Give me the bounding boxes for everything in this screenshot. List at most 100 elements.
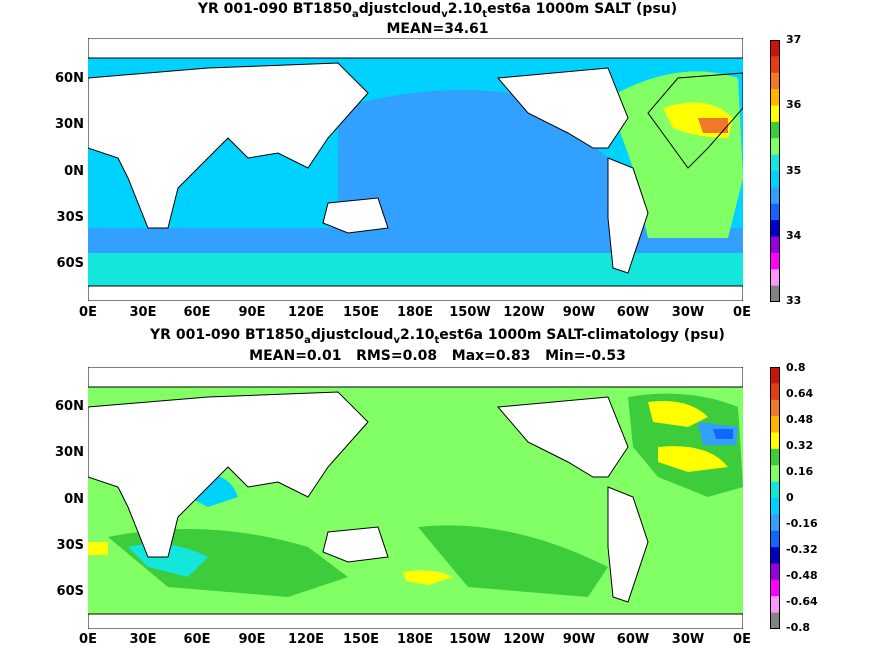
map2-cb-label: 0: [786, 491, 794, 504]
colorbar-border: [770, 40, 780, 302]
colorbar-swatch: [770, 481, 780, 499]
colorbar-swatch: [770, 530, 780, 548]
map2-lon-label: 90E: [238, 632, 266, 647]
map1-southern-band: [88, 228, 743, 253]
map1-cb-label: 37: [786, 33, 802, 46]
colorbar-swatch: [770, 121, 780, 139]
map1-lon-label: 150W: [449, 305, 491, 320]
map2-agulhas-pos: [88, 542, 108, 555]
map2-stats: MEAN=0.01 RMS=0.08 Max=0.83 Min=-0.53: [249, 348, 626, 364]
colorbar-border: [770, 367, 780, 629]
colorbar-swatch: [770, 367, 780, 384]
map2-cb-label: 0.64: [786, 387, 814, 400]
map2-lon-label: 120W: [503, 632, 545, 647]
map1-colorbar: [770, 40, 780, 302]
map1-lon-label: 60W: [616, 305, 650, 320]
map2-lon-label: 30E: [129, 632, 157, 647]
map2-lon-label: 90W: [562, 632, 596, 647]
colorbar-swatch: [770, 563, 780, 581]
colorbar-swatch: [770, 383, 780, 401]
colorbar-swatch: [770, 171, 780, 188]
colorbar-swatch: [770, 105, 780, 123]
map2-land: [88, 367, 743, 629]
map1-stats: MEAN=34.61: [386, 21, 489, 37]
map1-cb-label: 36: [786, 98, 802, 111]
map1-land: [88, 38, 743, 301]
colorbar-swatch: [770, 432, 780, 450]
map1-lat-60s: 60S: [56, 256, 84, 271]
map2-lat-0n: 0N: [64, 492, 84, 507]
colorbar-swatch: [770, 269, 780, 287]
colorbar-swatch: [770, 465, 780, 483]
map2-cb-label: 0.8: [786, 361, 806, 374]
map2-lat-60n: 60N: [55, 399, 84, 414]
map1-title: YR 001-090 BT1850adjustcloudv2.10test6a …: [197, 1, 678, 20]
map2-lon-label: 180E: [396, 632, 434, 647]
map2-cb-label: 0.48: [786, 413, 814, 426]
map2-lon-label: 0E: [733, 632, 751, 647]
colorbar-swatch: [770, 285, 780, 302]
map2-cb-label: 0.16: [786, 465, 814, 478]
colorbar-swatch: [770, 448, 780, 466]
map1-lon-label: 0E: [79, 305, 97, 320]
map2-gulf-pos: [658, 446, 728, 472]
map2-title: YR 001-090 BT1850adjustcloudv2.10test6a …: [150, 327, 725, 346]
map1-lat-60n: 60N: [55, 71, 84, 86]
colorbar-swatch: [770, 220, 780, 237]
colorbar-swatch: [770, 72, 780, 90]
map1-lat-30n: 30N: [55, 117, 84, 132]
colorbar-swatch: [770, 89, 780, 106]
map2-lon-label: 150E: [342, 632, 380, 647]
map2-lon-label: 60W: [616, 632, 650, 647]
colorbar-swatch: [770, 612, 780, 629]
map1-mediterranean-outflow: [698, 118, 728, 133]
map2-southern-pacific: [418, 525, 608, 597]
map1-lon-label: 0E: [733, 305, 751, 320]
map1-lon-label: 180E: [396, 305, 434, 320]
map1-plot: [88, 38, 743, 301]
map2-south-pacific-pos: [403, 570, 453, 585]
colorbar-swatch: [770, 596, 780, 614]
map1-lat-0n: 0N: [64, 164, 84, 179]
colorbar-swatch: [770, 236, 780, 254]
map2-cb-label: 0.32: [786, 439, 814, 452]
map1-lon-label: 90W: [562, 305, 596, 320]
map1-lon-label: 120W: [503, 305, 545, 320]
colorbar-swatch: [770, 138, 780, 156]
map1-lon-label: 60E: [183, 305, 211, 320]
map1-lat-30s: 30S: [56, 210, 84, 225]
map1-lon-label: 30W: [671, 305, 705, 320]
colorbar-swatch: [770, 252, 780, 270]
colorbar-swatch: [770, 416, 780, 433]
map2-lon-label: 30W: [671, 632, 705, 647]
colorbar-swatch: [770, 547, 780, 564]
map2-lon-label: 120E: [287, 632, 325, 647]
colorbar-swatch: [770, 154, 780, 172]
map2-labrador-pos: [648, 401, 708, 427]
colorbar-swatch: [770, 56, 780, 74]
map2-cb-label: -0.16: [786, 517, 818, 530]
colorbar-swatch: [770, 399, 780, 417]
map2-lon-label: 0E: [79, 632, 97, 647]
colorbar-swatch: [770, 498, 780, 515]
map2-cb-label: -0.32: [786, 543, 818, 556]
map1-cb-label: 35: [786, 164, 802, 177]
map2-cb-label: -0.64: [786, 595, 818, 608]
map2-lon-label: 60E: [183, 632, 211, 647]
colorbar-swatch: [770, 514, 780, 532]
map1-lon-label: 150E: [342, 305, 380, 320]
map1-lon-label: 90E: [238, 305, 266, 320]
map2-lat-60s: 60S: [56, 584, 84, 599]
map2-colorbar: [770, 367, 780, 629]
map2-cb-label: -0.48: [786, 569, 818, 582]
map2-atlantic-neg-core: [713, 429, 733, 439]
map1-cb-label: 33: [786, 294, 802, 307]
colorbar-swatch: [770, 40, 780, 57]
map2-lat-30s: 30S: [56, 538, 84, 553]
colorbar-swatch: [770, 579, 780, 597]
map2-lon-label: 150W: [449, 632, 491, 647]
map2-cb-label: -0.8: [786, 621, 811, 634]
map1-lon-label: 30E: [129, 305, 157, 320]
map1-lon-label: 120E: [287, 305, 325, 320]
colorbar-swatch: [770, 203, 780, 221]
